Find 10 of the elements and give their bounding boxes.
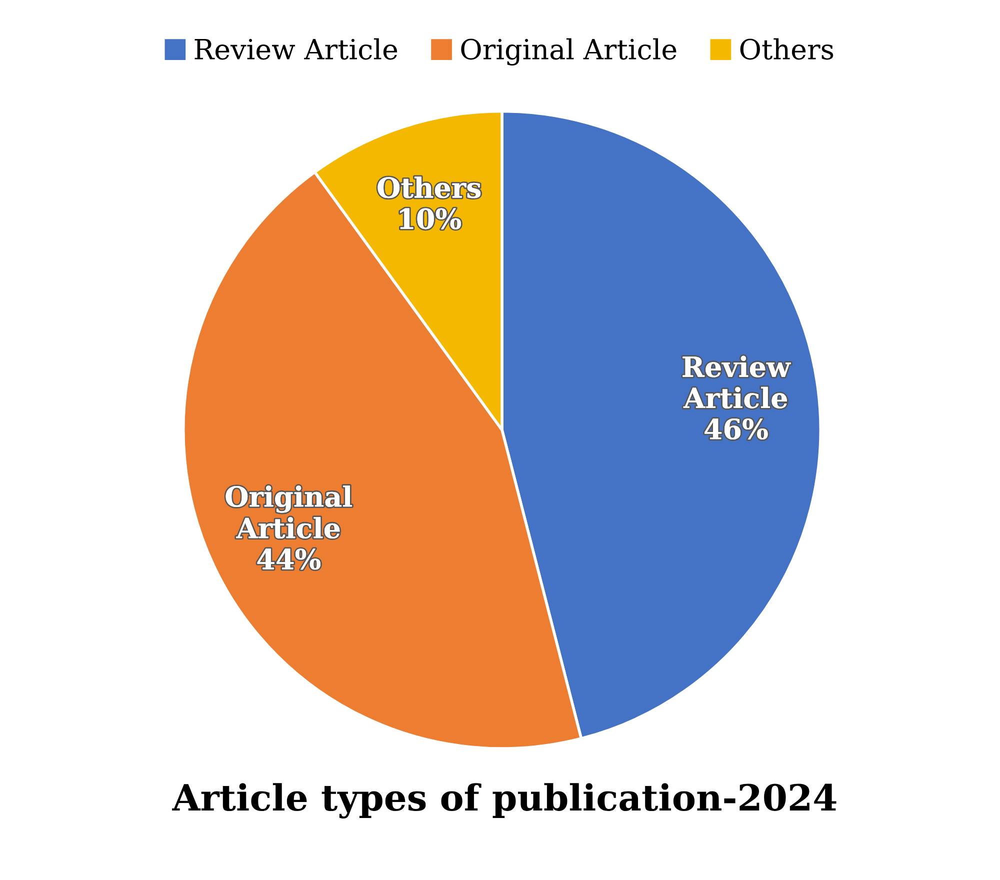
- slice-label: Others: [378, 176, 481, 198]
- slice-label: Original Article: [226, 486, 352, 539]
- text: Article types of publication-2024: [172, 783, 836, 819]
- legend-label: Review Article: [194, 38, 398, 60]
- legend-label: Others: [740, 38, 834, 60]
- legend-label: Original Article: [461, 38, 676, 66]
- data-label: 46%: [704, 418, 768, 440]
- slice-label: Review Article: [682, 356, 791, 408]
- data-label: 10%: [400, 208, 461, 230]
- data-label: 44%: [257, 548, 321, 570]
